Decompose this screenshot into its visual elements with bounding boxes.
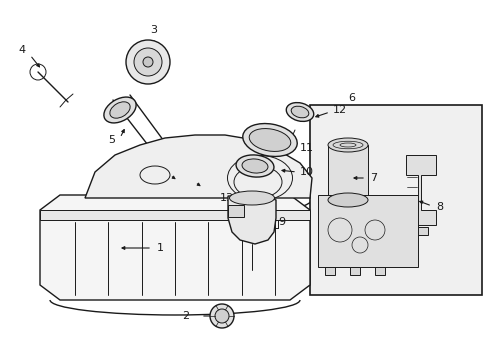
Circle shape xyxy=(215,309,228,323)
Ellipse shape xyxy=(249,129,290,152)
Text: 11: 11 xyxy=(299,143,313,153)
Polygon shape xyxy=(325,200,369,213)
Text: 6: 6 xyxy=(347,93,354,103)
Bar xyxy=(227,205,244,217)
Ellipse shape xyxy=(290,106,308,118)
Bar xyxy=(317,195,417,267)
Text: 8: 8 xyxy=(435,202,442,212)
Text: 3: 3 xyxy=(150,25,157,35)
Text: 12: 12 xyxy=(332,105,346,115)
Text: 5: 5 xyxy=(108,135,115,145)
Circle shape xyxy=(142,57,153,67)
Text: 10: 10 xyxy=(299,167,313,177)
Ellipse shape xyxy=(285,103,313,121)
Text: 7: 7 xyxy=(369,173,376,183)
Circle shape xyxy=(134,48,162,76)
Text: 9: 9 xyxy=(278,217,285,227)
Bar xyxy=(349,267,359,275)
Text: 1: 1 xyxy=(157,243,163,253)
Ellipse shape xyxy=(103,97,136,123)
Ellipse shape xyxy=(327,138,367,152)
Ellipse shape xyxy=(110,102,130,118)
Ellipse shape xyxy=(242,123,297,157)
Bar xyxy=(374,267,384,275)
Ellipse shape xyxy=(229,191,274,205)
Circle shape xyxy=(209,304,234,328)
Ellipse shape xyxy=(327,193,367,207)
Ellipse shape xyxy=(242,159,267,173)
Bar xyxy=(327,145,367,200)
Polygon shape xyxy=(40,195,309,300)
Text: 13: 13 xyxy=(220,193,234,203)
Bar xyxy=(309,105,481,295)
Bar xyxy=(413,227,427,235)
Text: 4: 4 xyxy=(18,45,25,55)
Text: 2: 2 xyxy=(182,311,189,321)
Polygon shape xyxy=(405,155,435,225)
Circle shape xyxy=(126,40,170,84)
Ellipse shape xyxy=(236,155,273,177)
Polygon shape xyxy=(85,135,311,198)
Bar xyxy=(325,267,334,275)
Polygon shape xyxy=(40,210,309,220)
Polygon shape xyxy=(227,196,275,244)
